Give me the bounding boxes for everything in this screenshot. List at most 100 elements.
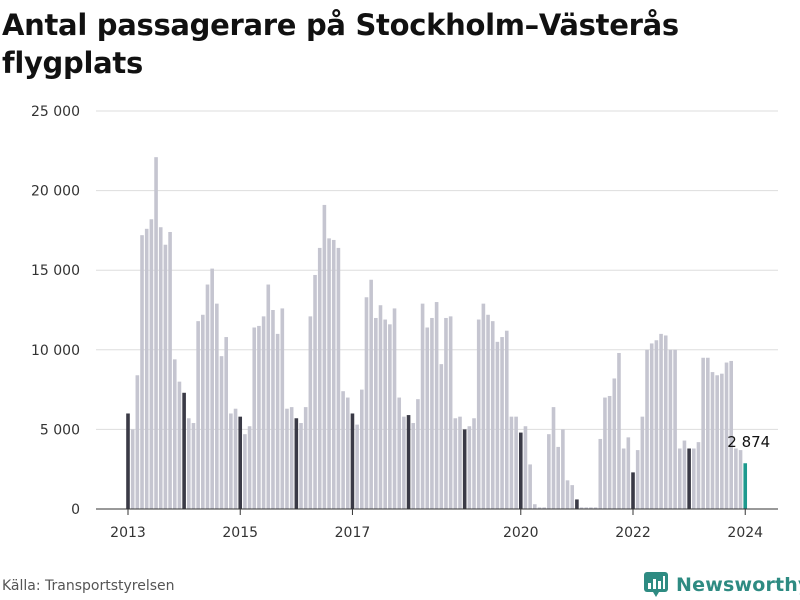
bar [345, 397, 350, 509]
bar [196, 321, 200, 509]
bar [467, 426, 472, 509]
bar [533, 504, 537, 509]
bar [612, 378, 617, 509]
bar [720, 373, 724, 509]
brand-name: Newsworthy [676, 574, 800, 596]
bar [383, 319, 387, 509]
bar [219, 356, 224, 509]
bar [289, 407, 294, 509]
bar [341, 391, 345, 509]
bar [266, 284, 271, 509]
bar [229, 413, 233, 509]
bar [500, 337, 504, 509]
bar [542, 507, 546, 509]
bar [355, 424, 359, 509]
bar [481, 303, 486, 509]
bar [327, 238, 331, 510]
bar [186, 418, 191, 509]
bar [154, 157, 158, 510]
bar [701, 357, 705, 509]
bar [331, 239, 336, 509]
bar [687, 448, 691, 509]
bar [598, 438, 603, 509]
bar [724, 362, 729, 509]
chart-title: Antal passagerare på Stockholm–Västerås … [2, 8, 679, 80]
bar [374, 317, 378, 509]
bar [247, 426, 252, 509]
bar [322, 204, 327, 509]
x-tick-label: 2020 [503, 525, 539, 541]
bar [565, 480, 570, 509]
bar [378, 305, 383, 509]
bar [336, 247, 341, 509]
bar [448, 316, 453, 509]
bar [261, 316, 266, 509]
bar [626, 437, 631, 509]
brand-logo[interactable]: Newsworthy [644, 570, 800, 600]
bar [472, 418, 476, 509]
x-axis-ticks: 2013 2015 2017 2020 2022 2024 [110, 509, 763, 541]
bar [191, 423, 196, 509]
bar [673, 349, 677, 509]
bar [738, 450, 743, 509]
bar [458, 416, 462, 509]
bar [397, 397, 402, 509]
bar [308, 316, 313, 509]
bar [640, 416, 645, 509]
bar [388, 324, 392, 509]
source-note: Källa: Transportstyrelsen [2, 578, 175, 594]
bar [130, 429, 135, 509]
bar [654, 340, 659, 509]
bar [561, 429, 565, 509]
bar [504, 330, 509, 509]
bar [350, 413, 355, 509]
y-tick-label: 15 000 [31, 263, 80, 279]
bar [589, 507, 593, 509]
bar [406, 415, 411, 509]
y-tick-label: 20 000 [31, 184, 80, 200]
bar [182, 392, 186, 509]
bar [360, 389, 364, 509]
bar [706, 357, 710, 509]
bar [607, 395, 612, 509]
bar [285, 408, 289, 509]
bar [486, 314, 490, 509]
bar [313, 274, 317, 509]
y-tick-label: 5 000 [40, 422, 80, 438]
bar [430, 317, 434, 509]
y-tick-label: 10 000 [31, 343, 80, 359]
bar [177, 381, 182, 509]
x-tick-label: 2013 [110, 525, 146, 541]
bar [476, 319, 481, 509]
bar [172, 359, 177, 509]
bar [617, 352, 621, 509]
bars [126, 157, 748, 510]
y-axis-tick-labels: 0 5 000 10 000 15 000 20 000 25 000 [31, 104, 80, 518]
bar [710, 372, 715, 509]
bar [411, 423, 416, 509]
bar [224, 337, 228, 509]
bar [275, 333, 280, 509]
bar [635, 450, 640, 509]
bar [593, 507, 598, 509]
bar [402, 416, 406, 509]
bar [444, 317, 448, 509]
bar [317, 247, 322, 509]
bar [453, 418, 458, 509]
bar [537, 507, 542, 509]
bar [303, 407, 308, 509]
y-tick-label: 25 000 [31, 104, 80, 120]
bar [420, 303, 425, 509]
bar [715, 375, 719, 509]
bar [135, 375, 140, 509]
bar [490, 321, 495, 509]
bar [659, 333, 663, 509]
bar [364, 297, 369, 509]
bar [144, 228, 149, 509]
x-tick-label: 2024 [727, 525, 763, 541]
x-tick-label: 2022 [615, 525, 651, 541]
x-tick-label: 2015 [222, 525, 258, 541]
bar [696, 442, 701, 509]
bar [551, 407, 556, 509]
bar [439, 364, 444, 509]
